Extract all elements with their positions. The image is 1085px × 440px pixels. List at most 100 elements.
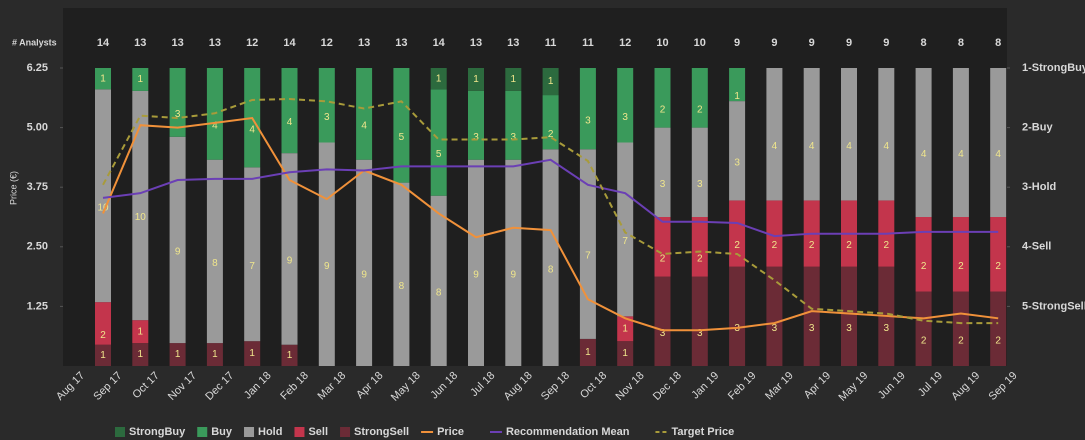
plot-area [63, 8, 1007, 366]
bar-segment [691, 68, 708, 128]
segment-label: 2 [921, 335, 927, 346]
segment-label: 1 [175, 349, 181, 360]
bar-segment [729, 200, 746, 267]
y2-tick-label: 2-Buy [1022, 122, 1053, 134]
segment-label: 2 [809, 240, 815, 251]
bar-segment [729, 68, 746, 102]
segment-label: 1 [734, 91, 740, 102]
segment-label: 2 [548, 129, 554, 140]
analysts-count: 9 [771, 37, 777, 49]
segment-label: 2 [772, 240, 778, 251]
bar-segment [766, 266, 783, 366]
bar-segment [915, 68, 932, 217]
bar-segment [132, 320, 149, 344]
legend-label: Target Price [671, 426, 734, 438]
bar-segment [579, 149, 596, 339]
y-axis-label: Price (€) [8, 171, 18, 205]
analysts-count: 9 [846, 37, 852, 49]
bar-segment [952, 68, 969, 217]
analysts-count: 8 [958, 37, 964, 49]
bar-segment [318, 68, 335, 143]
bar-segment [654, 68, 671, 128]
analysts-count: 13 [358, 37, 370, 49]
bar-segment [95, 344, 111, 366]
segment-label: 3 [884, 323, 890, 334]
legend-label: Sell [308, 426, 328, 438]
segment-label: 4 [287, 117, 293, 128]
bar-segment [654, 127, 671, 217]
segment-label: 4 [884, 141, 890, 152]
bar-segment [542, 149, 559, 366]
bar-segment [878, 68, 895, 201]
analysts-count: 13 [134, 37, 146, 49]
y-tick-label: 3.75 [27, 181, 48, 193]
segment-label: 9 [511, 269, 517, 280]
y2-tick-label: 3-Hold [1022, 181, 1056, 193]
analysts-count: 11 [582, 37, 594, 49]
line [102, 97, 999, 325]
bar-segment [990, 217, 1007, 292]
analysts-count: 13 [507, 37, 519, 49]
bar-segment [952, 291, 969, 366]
segment-label: 3 [772, 323, 778, 334]
y2-tick-label: 4-Sell [1022, 241, 1051, 253]
segment-label: 9 [473, 269, 479, 280]
segment-label: 1 [436, 73, 442, 84]
bar-segment [132, 68, 149, 91]
bar-segment [430, 89, 447, 196]
analysts-count: 13 [470, 37, 482, 49]
bar-segment [841, 68, 857, 201]
segment-label: 1 [287, 350, 293, 361]
segment-label: 4 [921, 149, 927, 160]
analysts-count: 9 [734, 37, 740, 49]
line [102, 116, 999, 332]
bar-segment [244, 341, 261, 366]
segment-label: 2 [697, 104, 703, 115]
segment-label: 10 [97, 202, 109, 213]
bar-segment [206, 343, 223, 366]
bar-segment [990, 291, 1007, 366]
bar-segment [95, 89, 111, 303]
bar-segment [281, 153, 298, 345]
analysts-count: 11 [545, 37, 557, 49]
segment-label: 3 [622, 112, 628, 123]
segment-label: 1 [138, 74, 144, 85]
analysts-count: 13 [395, 37, 407, 49]
segment-label: 9 [175, 247, 181, 258]
analysts-count: 12 [246, 37, 258, 49]
bar-segment [206, 159, 223, 344]
bar-segment [841, 266, 857, 366]
legend-label: Recommendation Mean [506, 426, 630, 438]
bar-segment [169, 343, 186, 366]
line [102, 158, 999, 238]
bar-segment [691, 217, 708, 277]
segment-label: 7 [249, 261, 255, 272]
bar-segment [356, 68, 373, 160]
segment-label: 2 [846, 240, 852, 251]
segment-label: 7 [622, 236, 628, 247]
segment-label: 4 [809, 141, 815, 152]
bar-segment [803, 266, 820, 366]
segment-label: 9 [324, 261, 330, 272]
analysts-count: 9 [883, 37, 889, 49]
segment-label: 3 [660, 179, 666, 190]
legend-label: StrongBuy [129, 426, 186, 438]
segment-label: 8 [548, 264, 554, 275]
analysts-count: 8 [921, 37, 927, 49]
segment-label: 1 [100, 73, 106, 84]
analysts-count: 8 [995, 37, 1001, 49]
legend-swatch [197, 427, 208, 437]
segment-label: 2 [884, 240, 890, 251]
segment-label: 5 [399, 132, 405, 143]
bar-segment [169, 68, 186, 137]
bar-segment [617, 68, 634, 143]
segment-label: 1 [212, 349, 218, 360]
legend-label: Price [437, 426, 464, 438]
segment-label: 9 [287, 256, 293, 267]
bar-segment [766, 68, 783, 201]
segment-label: 2 [995, 261, 1001, 272]
segment-label: 3 [585, 115, 591, 126]
segment-label: 4 [958, 149, 964, 160]
analysts-count: 13 [209, 37, 221, 49]
